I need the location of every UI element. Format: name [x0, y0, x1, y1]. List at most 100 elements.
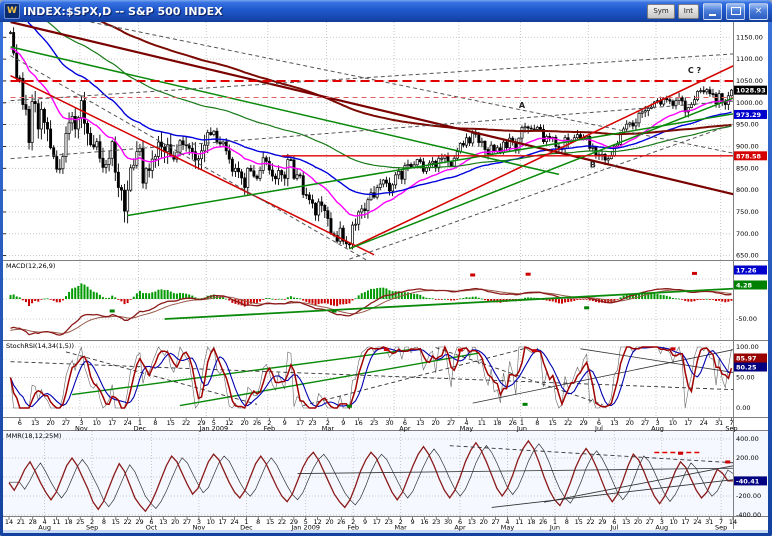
svg-text:20: 20: [241, 419, 249, 427]
svg-text:15: 15: [266, 518, 274, 526]
svg-text:22: 22: [564, 419, 572, 427]
svg-text:23: 23: [308, 419, 316, 427]
close-button[interactable]: ×: [749, 2, 768, 20]
svg-text:Nov: Nov: [193, 524, 206, 532]
svg-text:2: 2: [90, 518, 94, 526]
price-tick-label: 950.00: [736, 121, 759, 129]
svg-text:1: 1: [138, 419, 142, 427]
svg-text:10: 10: [207, 518, 215, 526]
price-tick-label: 900.00: [736, 142, 759, 150]
svg-text:-200.00: -200.00: [736, 492, 761, 500]
svg-text:31: 31: [705, 518, 713, 526]
svg-text:Dec: Dec: [240, 524, 253, 532]
maximize-button[interactable]: [726, 2, 745, 20]
svg-text:31: 31: [715, 419, 723, 427]
svg-text:7: 7: [719, 518, 723, 526]
svg-text:6: 6: [458, 518, 462, 526]
svg-text:Jan 2009: Jan 2009: [199, 425, 229, 433]
toolbar-button-int[interactable]: Int: [677, 3, 699, 19]
svg-text:15: 15: [167, 419, 175, 427]
price-tick-label: 1000.00: [736, 99, 763, 107]
svg-text:Dec: Dec: [134, 425, 147, 433]
charts-canvas[interactable]: ABC ?1150.001100.001050.001000.00950.009…: [3, 22, 768, 533]
svg-text:9: 9: [283, 419, 287, 427]
svg-text:17: 17: [684, 419, 692, 427]
trendlines: [10, 22, 734, 260]
svg-text:0.00: 0.00: [736, 404, 750, 412]
svg-text:27: 27: [646, 518, 654, 526]
titlebar[interactable]: W INDEX:$SPX,D -- S&P 500 INDEX Sym Int …: [0, 0, 772, 22]
svg-text:100.00: 100.00: [736, 343, 759, 351]
svg-text:14: 14: [729, 518, 737, 526]
toolbar-button-sym[interactable]: Sym: [647, 3, 675, 19]
svg-text:8: 8: [102, 518, 106, 526]
svg-text:22: 22: [278, 518, 286, 526]
svg-text:10: 10: [93, 419, 101, 427]
svg-text:3: 3: [197, 518, 201, 526]
svg-text:2: 2: [267, 419, 271, 427]
svg-text:Mar: Mar: [322, 425, 335, 433]
svg-text:17: 17: [296, 419, 304, 427]
svg-text:26: 26: [337, 518, 345, 526]
panel-separators: [3, 22, 768, 529]
grid: [3, 22, 732, 516]
svg-text:26: 26: [509, 419, 517, 427]
svg-text:8: 8: [153, 419, 157, 427]
minimize-button[interactable]: [703, 2, 722, 20]
svg-text:2: 2: [399, 518, 403, 526]
svg-text:29: 29: [135, 518, 143, 526]
svg-text:Aug: Aug: [655, 524, 668, 532]
svg-text:30: 30: [385, 419, 393, 427]
svg-text:878.58: 878.58: [736, 152, 762, 160]
svg-text:Mar: Mar: [395, 524, 408, 532]
svg-text:Jan 2009: Jan 2009: [290, 524, 320, 532]
svg-text:50.00: 50.00: [736, 374, 755, 382]
svg-text:22: 22: [124, 518, 132, 526]
svg-text:14: 14: [5, 518, 13, 526]
app-icon: W: [4, 3, 20, 19]
svg-text:6: 6: [149, 518, 153, 526]
svg-text:85.97: 85.97: [736, 355, 757, 363]
svg-text:13: 13: [468, 518, 476, 526]
svg-text:17: 17: [373, 518, 381, 526]
svg-text:Nov: Nov: [75, 425, 88, 433]
svg-text:27: 27: [183, 518, 191, 526]
svg-text:26: 26: [539, 518, 547, 526]
panel-backgrounds: [3, 22, 768, 533]
svg-text:3: 3: [655, 419, 659, 427]
svg-text:Sep: Sep: [86, 524, 98, 532]
svg-text:-400.00: -400.00: [736, 511, 761, 519]
svg-text:23: 23: [432, 518, 440, 526]
svg-text:21: 21: [17, 518, 25, 526]
svg-text:22: 22: [182, 419, 190, 427]
svg-text:13: 13: [416, 419, 424, 427]
svg-text:Jun: Jun: [549, 524, 560, 532]
svg-text:200.00: 200.00: [736, 454, 759, 462]
stochrsi-label: StochRSI(14,34(1,5)): [6, 342, 74, 350]
svg-text:Jun: Jun: [516, 425, 527, 433]
svg-text:24: 24: [693, 518, 701, 526]
svg-text:29: 29: [197, 419, 205, 427]
svg-text:17: 17: [218, 518, 226, 526]
candles: [9, 27, 733, 250]
price-tick-label: 850.00: [736, 164, 759, 172]
price-tick-label: 800.00: [736, 186, 759, 194]
svg-text:1: 1: [553, 518, 557, 526]
svg-text:29: 29: [290, 518, 298, 526]
svg-text:May: May: [460, 425, 474, 433]
svg-text:15: 15: [575, 518, 583, 526]
svg-text:1: 1: [520, 419, 524, 427]
maximize-icon: [730, 7, 741, 15]
svg-text:8: 8: [256, 518, 260, 526]
svg-text:3: 3: [79, 419, 83, 427]
svg-text:29: 29: [598, 518, 606, 526]
svg-text:7: 7: [729, 419, 733, 427]
svg-text:13: 13: [31, 419, 39, 427]
svg-text:18: 18: [64, 518, 72, 526]
svg-text:20: 20: [171, 518, 179, 526]
svg-text:29: 29: [579, 419, 587, 427]
svg-text:6: 6: [597, 419, 601, 427]
svg-text:2: 2: [351, 518, 355, 526]
